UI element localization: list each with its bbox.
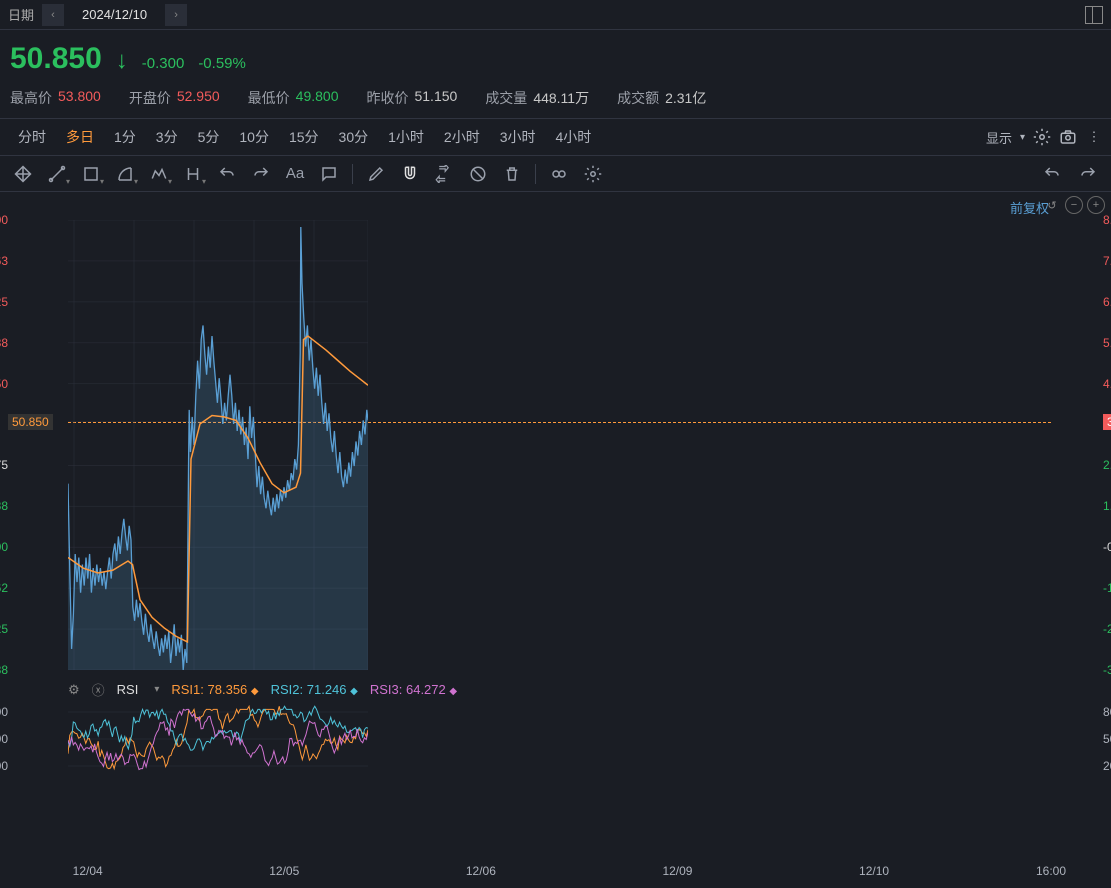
- stats-row: 最高价53.800 开盘价52.950 最低价49.800 昨收价51.150 …: [0, 84, 1111, 118]
- open-value: 52.950: [177, 88, 220, 108]
- timeframe-30分[interactable]: 30分: [329, 127, 379, 147]
- rsi-close-icon[interactable]: ⓧ: [92, 680, 105, 699]
- vol-label: 成交量: [485, 88, 527, 108]
- date-next-button[interactable]: ›: [165, 4, 187, 26]
- zoom-out-icon[interactable]: −: [1065, 196, 1083, 214]
- reset-redo-icon[interactable]: [1073, 160, 1103, 188]
- redo-icon[interactable]: [246, 160, 276, 188]
- amt-value: 2.31亿: [665, 88, 706, 108]
- settings-icon[interactable]: [578, 160, 608, 188]
- timeframe-1分[interactable]: 1分: [104, 127, 146, 147]
- arrow-down-icon: ↓: [116, 47, 128, 75]
- high-value: 53.800: [58, 88, 101, 108]
- x-axis: 12/0412/0512/0612/0912/1016:00: [68, 864, 1051, 880]
- timeframe-分时[interactable]: 分时: [8, 127, 56, 147]
- rsi-header: ⚙ ⓧ RSI ▾ RSI1: 78.356 ◆ RSI2: 71.246 ◆ …: [68, 680, 1051, 699]
- timeframe-2小时[interactable]: 2小时: [434, 127, 490, 147]
- more-icon[interactable]: ⋮: [1085, 128, 1103, 146]
- comment-icon[interactable]: [314, 160, 344, 188]
- timeframe-5分[interactable]: 5分: [188, 127, 230, 147]
- restore-icon[interactable]: ↺: [1043, 196, 1061, 214]
- camera-icon[interactable]: [1059, 128, 1077, 146]
- main-chart[interactable]: [68, 220, 368, 670]
- timeframe-row: 分时多日1分3分5分10分15分30分1小时2小时3小时4小时 显示 ▾ ⋮: [0, 118, 1111, 156]
- move-tool-icon[interactable]: [8, 160, 38, 188]
- reset-undo-icon[interactable]: [1037, 160, 1067, 188]
- fib-tool-icon[interactable]: ▾: [110, 160, 140, 188]
- timeframe-多日[interactable]: 多日: [56, 127, 104, 147]
- high-label: 最高价: [10, 88, 52, 108]
- chevron-down-icon[interactable]: ▾: [1020, 132, 1025, 143]
- low-value: 49.800: [296, 88, 339, 108]
- drawing-toolbar: ▾ ▾ ▾ ▾ ▾ Aa: [0, 156, 1111, 192]
- timeframe-10分[interactable]: 10分: [229, 127, 279, 147]
- panel-toggle-icon[interactable]: [1085, 6, 1103, 24]
- trash-icon[interactable]: [497, 160, 527, 188]
- open-label: 开盘价: [129, 88, 171, 108]
- pattern-tool-icon[interactable]: ▾: [144, 160, 174, 188]
- undo-icon[interactable]: [212, 160, 242, 188]
- rsi1-label: RSI1: 78.356 ◆: [171, 682, 258, 697]
- timeframe-15分[interactable]: 15分: [279, 127, 329, 147]
- display-label[interactable]: 显示: [986, 128, 1012, 147]
- line-tool-icon[interactable]: ▾: [42, 160, 72, 188]
- price-change-pct: -0.59%: [198, 55, 246, 72]
- low-label: 最低价: [248, 88, 290, 108]
- rsi-chart[interactable]: [68, 700, 368, 778]
- chart-area: 前复权 ↺ − + 53.50052.96352.42551.88851.350…: [0, 192, 1111, 888]
- timeframe-3分[interactable]: 3分: [146, 127, 188, 147]
- date-value[interactable]: 2024/12/10: [64, 7, 165, 22]
- amt-label: 成交额: [617, 88, 659, 108]
- zoom-in-icon[interactable]: +: [1087, 196, 1105, 214]
- last-price: 50.850: [10, 42, 102, 76]
- flip-icon[interactable]: [429, 160, 459, 188]
- ruler-tool-icon[interactable]: ▾: [178, 160, 208, 188]
- rsi2-label: RSI2: 71.246 ◆: [271, 682, 358, 697]
- timeframe-4小时[interactable]: 4小时: [546, 127, 602, 147]
- date-prev-button[interactable]: ‹: [42, 4, 64, 26]
- price-change: -0.300: [142, 55, 185, 72]
- timeframe-3小时[interactable]: 3小时: [490, 127, 546, 147]
- vol-value: 448.11万: [533, 88, 589, 108]
- gear-icon[interactable]: [1033, 128, 1051, 146]
- prev-label: 昨收价: [366, 88, 408, 108]
- text-tool-icon[interactable]: Aa: [280, 160, 310, 188]
- rsi-chevron-icon[interactable]: ▾: [154, 684, 159, 695]
- magnet-icon[interactable]: [395, 160, 425, 188]
- pencil-icon[interactable]: [361, 160, 391, 188]
- hide-icon[interactable]: [463, 160, 493, 188]
- shape-tool-icon[interactable]: ▾: [76, 160, 106, 188]
- rsi3-label: RSI3: 64.272 ◆: [370, 682, 457, 697]
- timeframe-1小时[interactable]: 1小时: [378, 127, 434, 147]
- price-row: 50.850 ↓ -0.300 -0.59%: [0, 30, 1111, 84]
- date-label: 日期: [8, 5, 34, 24]
- rsi-label: RSI: [117, 682, 139, 697]
- prev-value: 51.150: [414, 88, 457, 108]
- top-bar: 日期 ‹ 2024/12/10 ›: [0, 0, 1111, 30]
- rsi-gear-icon[interactable]: ⚙: [68, 682, 80, 698]
- link-icon[interactable]: [544, 160, 574, 188]
